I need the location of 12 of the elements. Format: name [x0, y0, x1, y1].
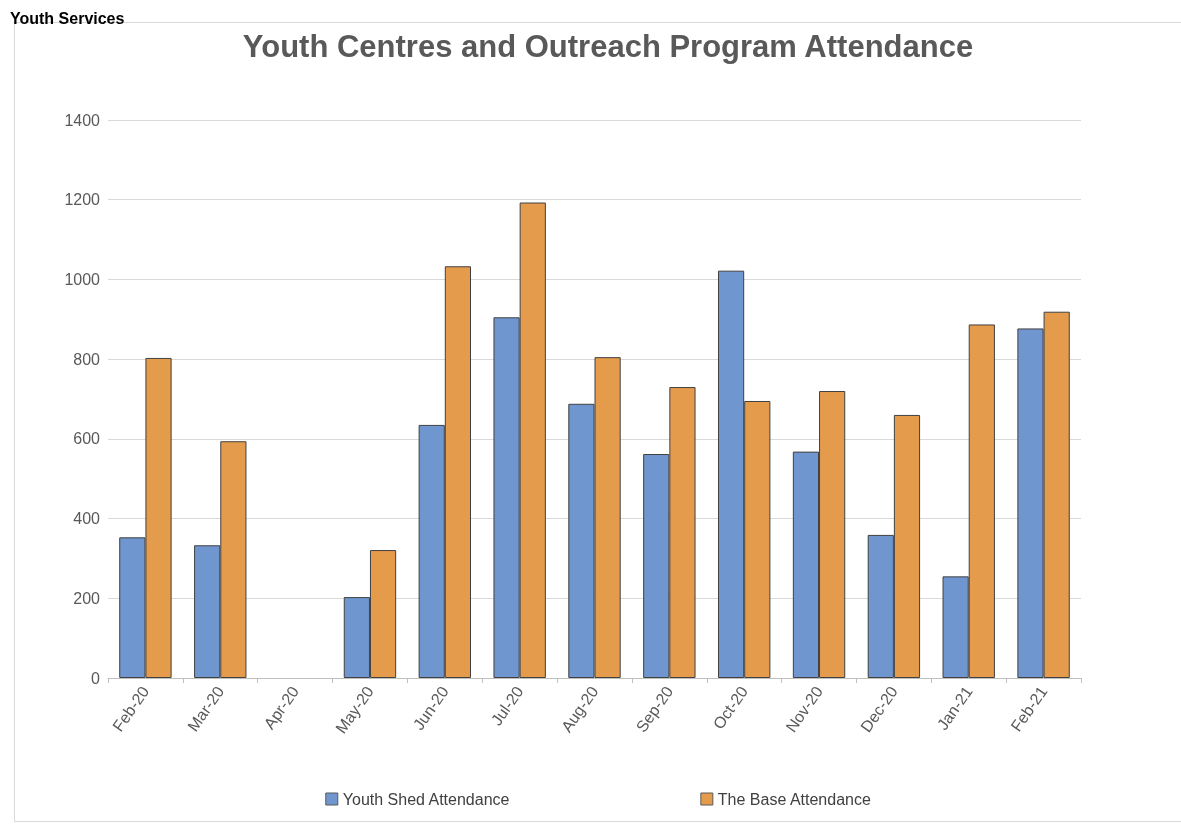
y-tick-label: 600 — [73, 430, 101, 448]
legend-label: The Base Attendance — [717, 790, 871, 808]
text: Youth Services — [10, 9, 125, 27]
legend-label: Youth Shed Attendance — [342, 790, 510, 808]
y-tick-label: 0 — [91, 669, 101, 687]
y-tick-label: 1000 — [64, 270, 101, 288]
y-tick-label: 200 — [73, 589, 101, 607]
y-tick-label: 1400 — [64, 111, 101, 129]
y-tick-label: 800 — [73, 350, 101, 368]
chart-title: Youth Centres and Outreach Program Attendance — [242, 29, 974, 64]
y-tick-label: 400 — [73, 510, 101, 528]
y-tick-label: 1200 — [64, 191, 101, 209]
